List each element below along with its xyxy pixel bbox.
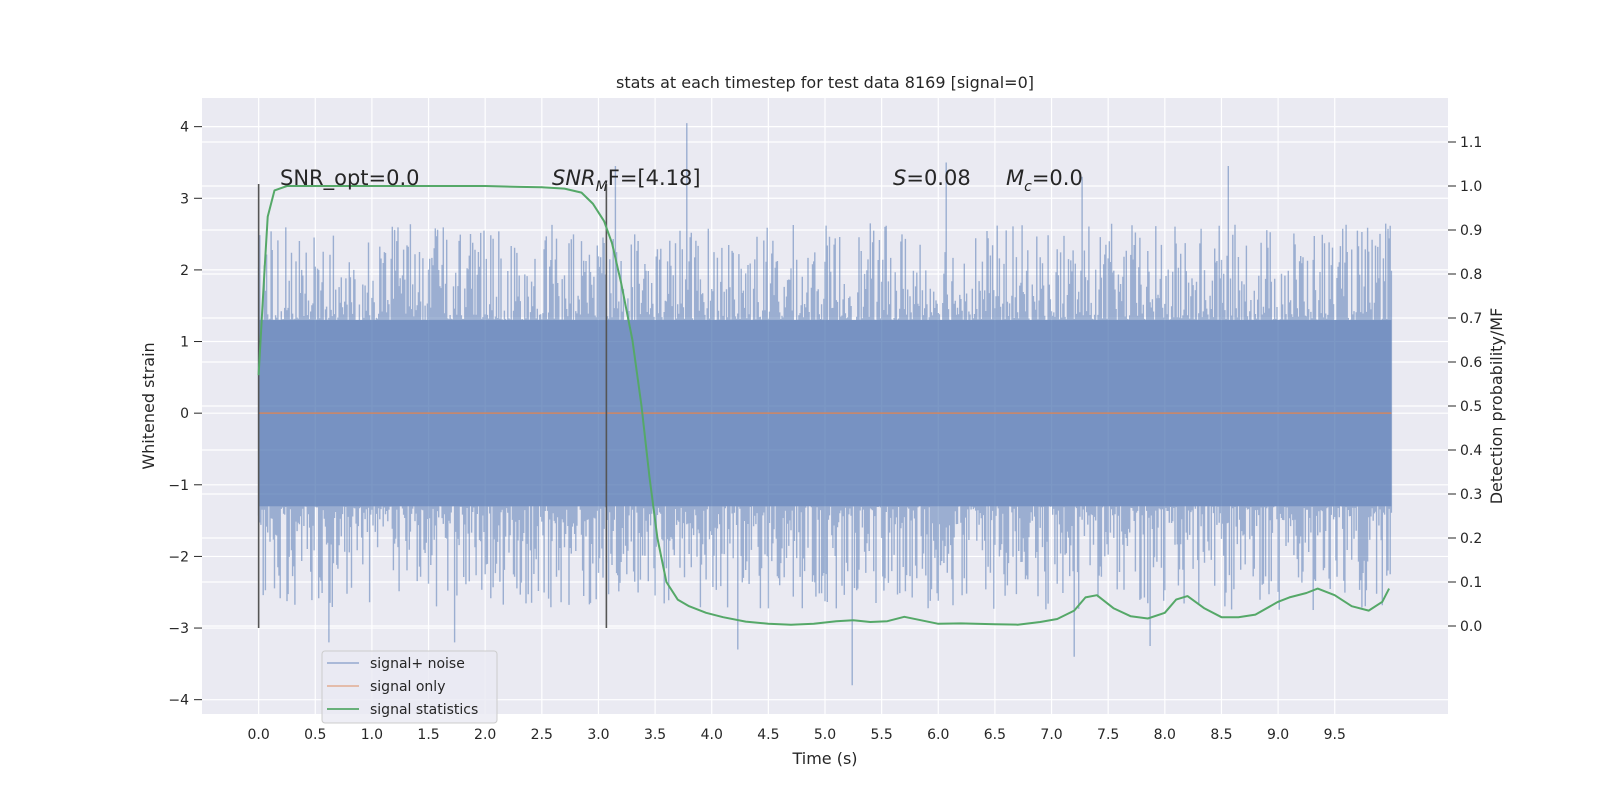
y-right-tick-label: 0.9 [1460, 223, 1482, 239]
y-right-tick-label: 0.4 [1460, 443, 1482, 459]
annotation-s: S=0.08 [893, 166, 971, 190]
y-right-tick-label: 0.0 [1460, 619, 1482, 635]
x-tick-label: 8.5 [1210, 727, 1232, 743]
x-tick-label: 9.5 [1324, 727, 1346, 743]
x-tick-label: 6.5 [984, 727, 1006, 743]
y-right-tick-label: 1.0 [1460, 179, 1482, 195]
annotation-s-main: S [893, 166, 906, 190]
y-tick-label: −3 [168, 621, 189, 637]
legend-box [321, 650, 498, 724]
x-tick-label: 7.5 [1097, 727, 1119, 743]
x-tick-label: 1.0 [361, 727, 383, 743]
x-tick-label: 2.0 [474, 727, 496, 743]
annotation-mc-main: M [1006, 166, 1024, 190]
y-tick-label: 4 [180, 120, 189, 136]
y-tick-label: 0 [180, 406, 189, 422]
y-tick-label: 1 [180, 335, 189, 351]
chart-title: stats at each timestep for test data 816… [616, 73, 1034, 92]
y-right-tick-label: 0.7 [1460, 311, 1482, 327]
y-right-tick-label: 1.1 [1460, 135, 1482, 151]
x-tick-label: 4.5 [757, 727, 779, 743]
y-tick-label: 2 [180, 263, 189, 279]
annotation-snr-opt: SNR_opt=0.0 [280, 166, 420, 191]
annotation-snr-mf-sub: M [596, 179, 608, 195]
legend: signal+ noise signal only signal statist… [321, 650, 498, 724]
y-tick-label: 3 [180, 191, 189, 207]
y-right-tick-label: 0.5 [1460, 399, 1482, 415]
x-tick-label: 0.5 [304, 727, 326, 743]
series-signal-statistics [257, 185, 1390, 626]
x-tick-label: 3.5 [644, 727, 666, 743]
x-tick-label: 7.0 [1040, 727, 1062, 743]
annotation-snr-mf: SNRMF=[4.18] [552, 166, 701, 195]
x-tick-label: 2.5 [531, 727, 553, 743]
x-axis-label: Time (s) [791, 749, 857, 768]
x-tick-label: 8.0 [1154, 727, 1176, 743]
x-tick-label: 9.0 [1267, 727, 1289, 743]
legend-label-signal-only: signal only [370, 679, 445, 695]
legend-label-signal-statistics: signal statistics [370, 702, 478, 718]
annotation-mc: Mc=0.0 [1006, 166, 1083, 195]
annotation-mc-rest: =0.0 [1032, 166, 1083, 190]
y-tick-label: −1 [168, 478, 189, 494]
legend-label-signal-noise: signal+ noise [370, 656, 465, 672]
axis-ticks: 0.0 0.5 1.0 1.5 2.0 2.5 3.0 3.5 4.0 4.5 5.0 5.5 6.0 6… [168, 120, 1482, 743]
x-tick-label: 0.0 [248, 727, 270, 743]
y-right-tick-label: 0.3 [1460, 487, 1482, 503]
x-tick-label: 5.0 [814, 727, 836, 743]
y-axis-label: Whitened strain [139, 342, 158, 469]
y-right-tick-label: 0.1 [1460, 575, 1482, 591]
y-right-tick-label: 0.8 [1460, 267, 1482, 283]
y-right-tick-label: 0.6 [1460, 355, 1482, 371]
x-tick-label: 1.5 [417, 727, 439, 743]
x-tick-label: 4.0 [701, 727, 723, 743]
signal-statistics-line [257, 185, 1390, 626]
annotation-snr-mf-main: SNR [552, 166, 596, 190]
y-right-tick-label: 0.2 [1460, 531, 1482, 547]
annotation-snr-mf-rest: F=[4.18] [608, 166, 701, 190]
x-tick-label: 3.0 [587, 727, 609, 743]
annotation-mc-sub: c [1024, 179, 1032, 195]
y-tick-label: −4 [168, 693, 189, 709]
y-tick-label: −2 [168, 549, 189, 565]
vertical-markers [257, 183, 608, 629]
x-tick-label: 6.0 [927, 727, 949, 743]
x-tick-label: 5.5 [871, 727, 893, 743]
annotation-s-rest: =0.08 [906, 166, 970, 190]
y-axis-right-label: Detection probability/MF [1487, 308, 1506, 505]
